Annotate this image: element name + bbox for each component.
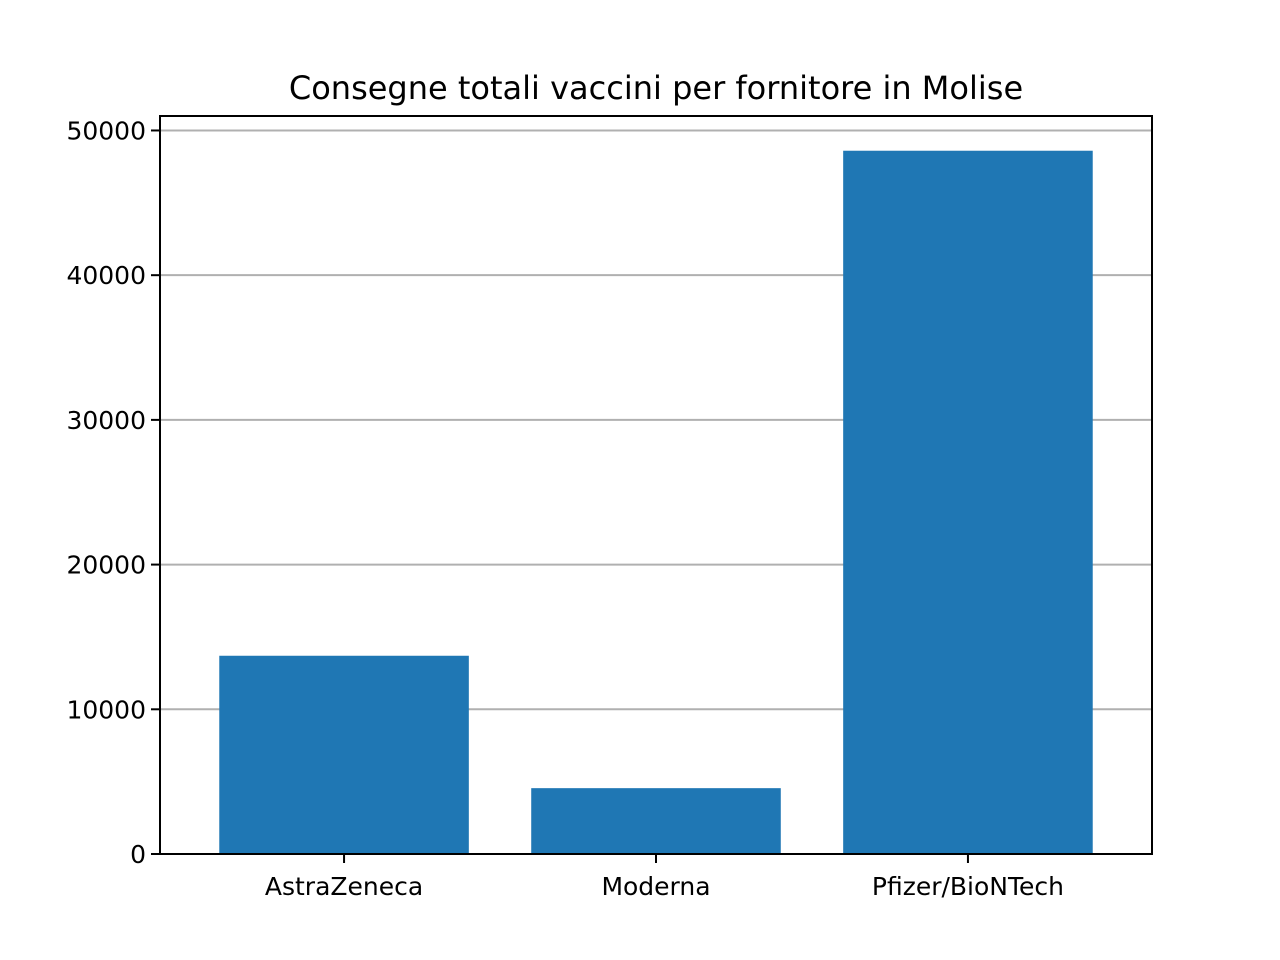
y-tick-label: 40000 [66, 261, 146, 290]
y-tick-label: 0 [130, 840, 146, 869]
x-tick-label: Pfizer/BioNTech [872, 872, 1064, 901]
bar-moderna [531, 788, 781, 854]
y-tick-label: 10000 [66, 695, 146, 724]
x-axis: AstraZeneca Moderna Pfizer/BioNTech [265, 854, 1064, 901]
bars-layer [219, 150, 1093, 854]
chart-title: Consegne totali vaccini per fornitore in… [289, 69, 1023, 107]
bar-pfizer-biontech [843, 150, 1093, 854]
x-tick-label: AstraZeneca [265, 872, 423, 901]
y-axis: 0 10000 20000 30000 40000 50000 [66, 116, 160, 869]
x-tick-label: Moderna [601, 872, 710, 901]
y-tick-label: 30000 [66, 406, 146, 435]
y-tick-label: 20000 [66, 551, 146, 580]
bar-astrazeneca [219, 655, 469, 854]
y-tick-label: 50000 [66, 116, 146, 145]
